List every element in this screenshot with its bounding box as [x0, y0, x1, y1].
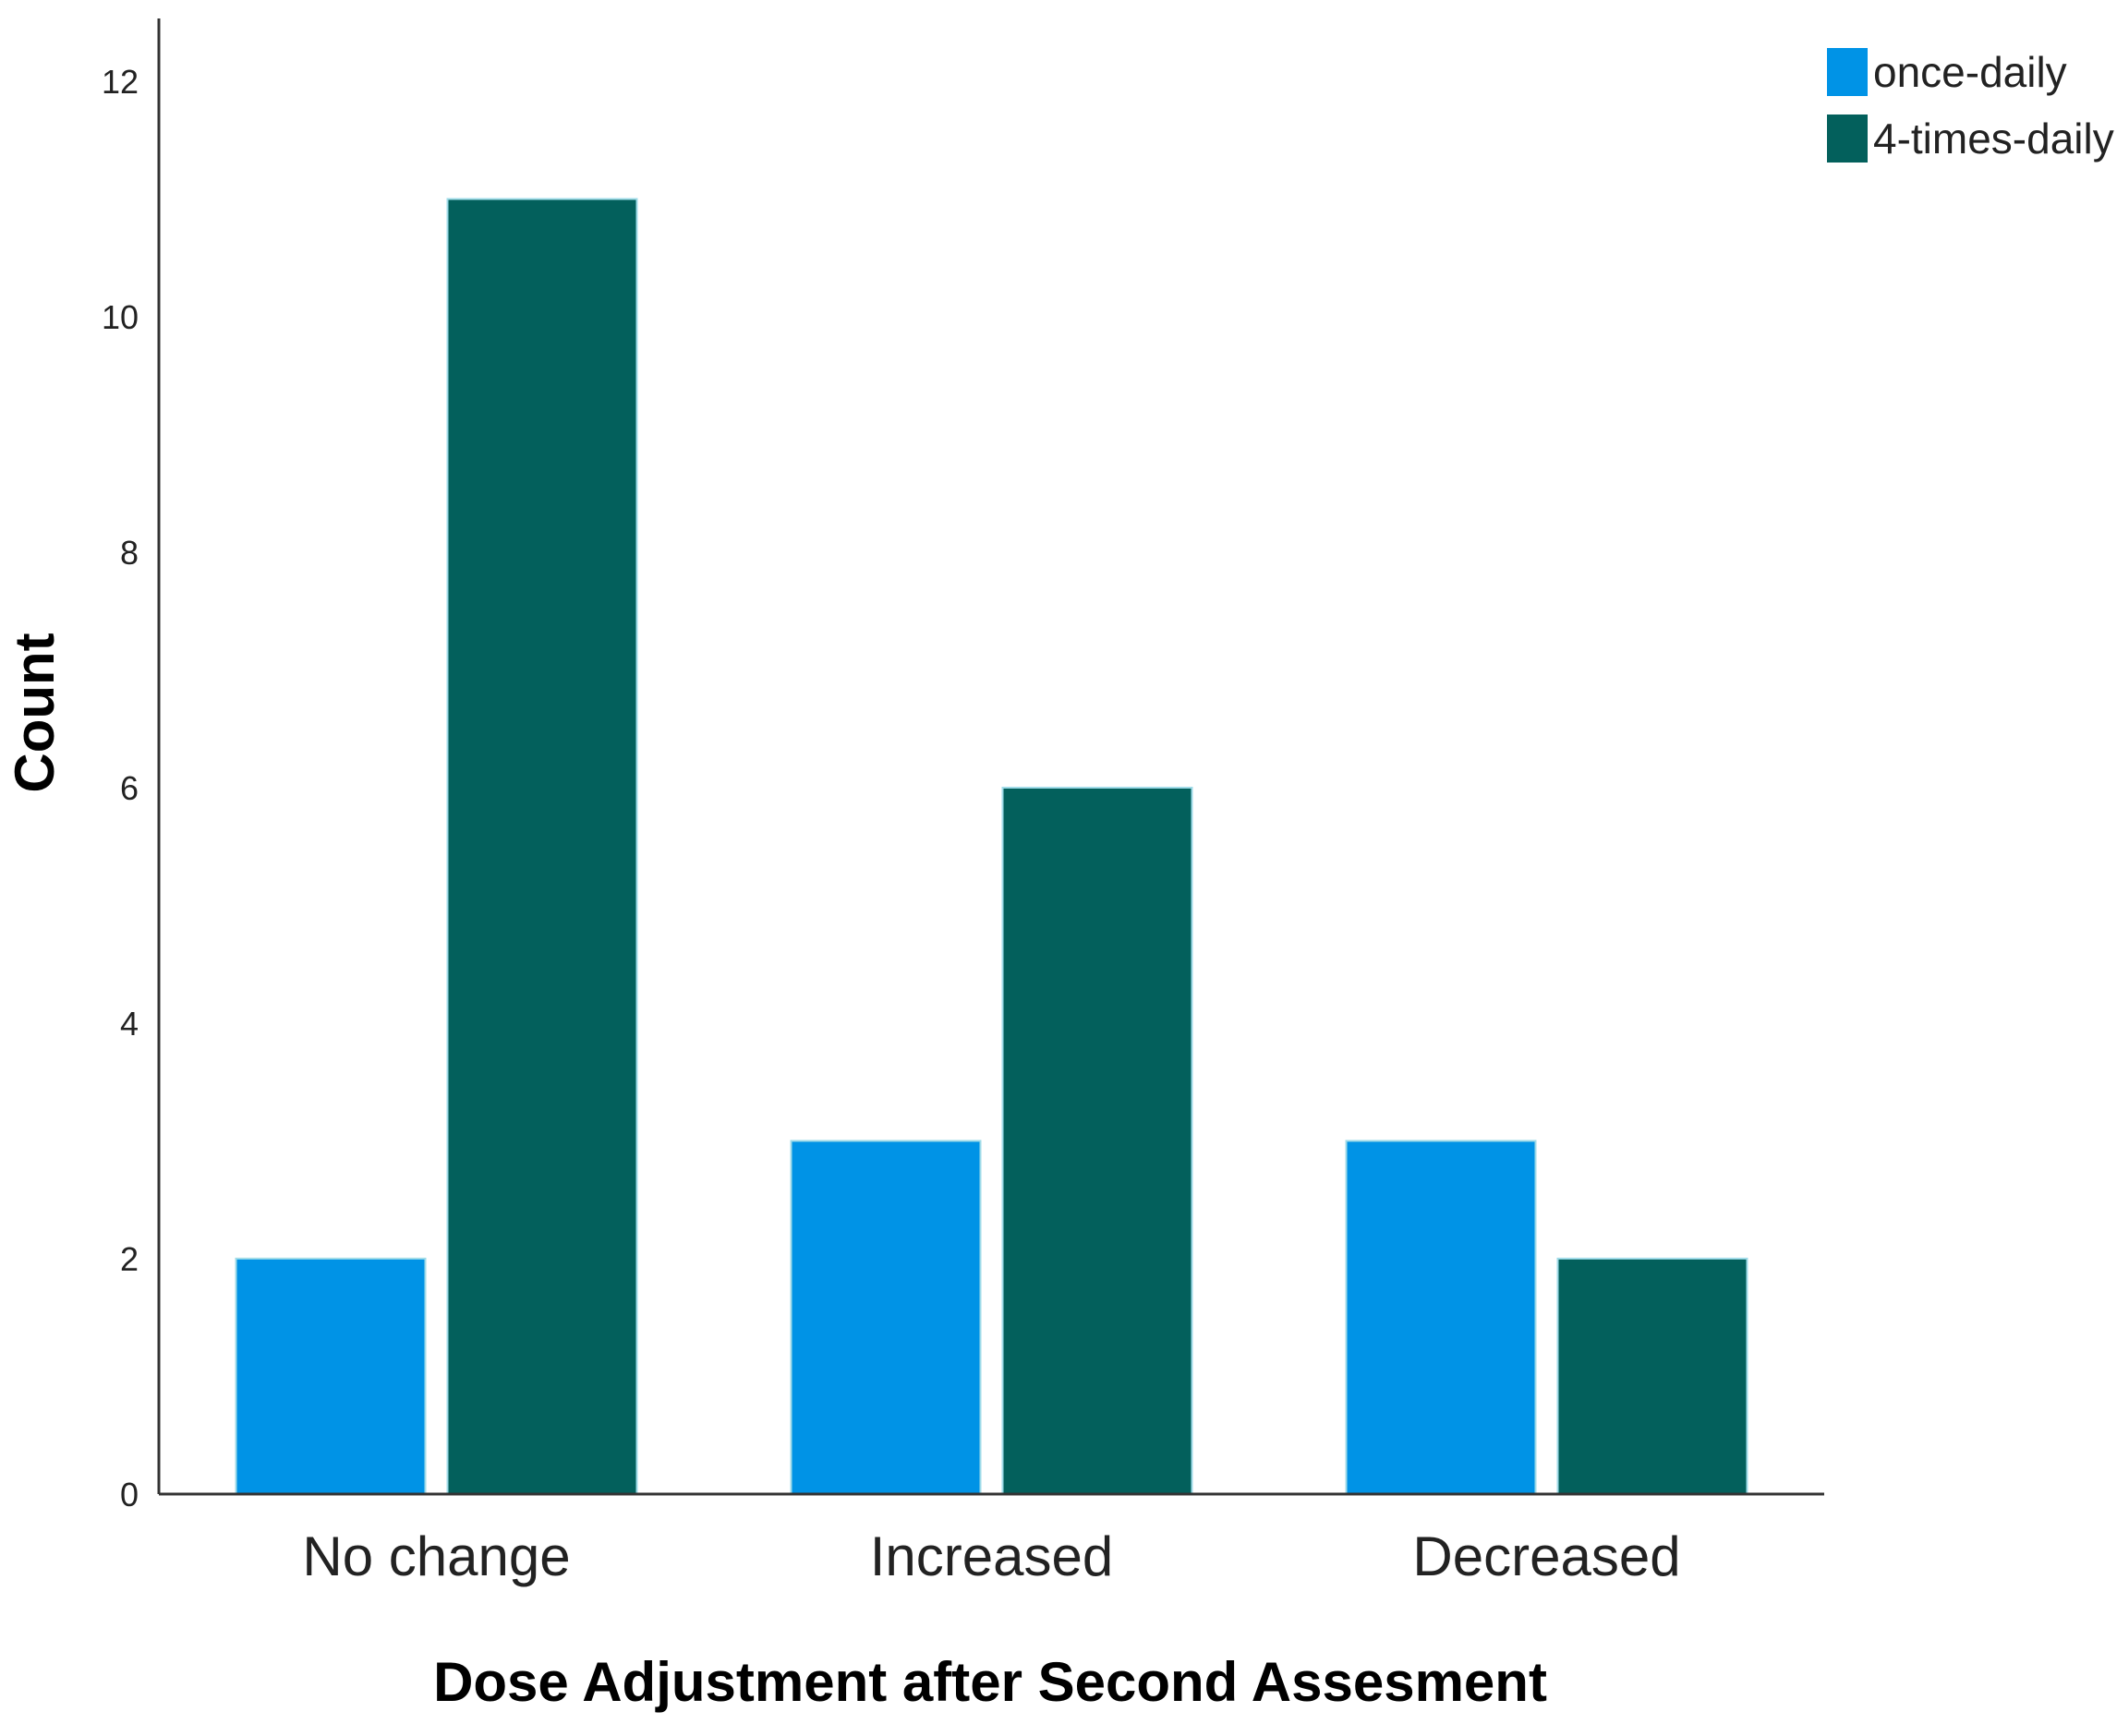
- x-tick-label: No change: [302, 1525, 570, 1587]
- legend-swatch: [1827, 48, 1868, 96]
- bar-4-times-daily-no-change: [446, 198, 638, 1495]
- y-tick-label: 12: [102, 63, 139, 101]
- bar-once-daily-no-change: [235, 1258, 427, 1495]
- bar-once-daily-decreased: [1345, 1139, 1537, 1495]
- y-tick-label: 4: [120, 1005, 139, 1043]
- legend: once-daily 4-times-daily: [1827, 48, 2114, 163]
- bar-once-daily-increased: [790, 1139, 982, 1495]
- x-tick-label: Decreased: [1412, 1525, 1680, 1587]
- y-tick-label: 0: [120, 1476, 139, 1513]
- y-tick-label: 10: [102, 298, 139, 336]
- x-tick-label: Increased: [870, 1525, 1114, 1587]
- legend-label: 4-times-daily: [1873, 115, 2114, 163]
- x-axis-title: Dose Adjustment after Second Assesment: [433, 1651, 1547, 1713]
- bar-4-times-daily-increased: [1001, 787, 1193, 1495]
- y-tick-label: 6: [120, 769, 139, 807]
- y-tick-label: 8: [120, 534, 139, 572]
- legend-swatch: [1827, 115, 1868, 163]
- axes-layer: [157, 18, 1824, 1496]
- x-axis-categories: No change Increased Decreased: [302, 1525, 1680, 1587]
- legend-label: once-daily: [1873, 48, 2067, 96]
- y-axis-ticks: 0 2 4 6 8 10 12: [102, 63, 139, 1513]
- y-axis-title: Count: [4, 633, 66, 792]
- y-tick-label: 2: [120, 1240, 139, 1278]
- bars-layer: [235, 198, 1748, 1495]
- bar-4-times-daily-decreased: [1556, 1258, 1748, 1495]
